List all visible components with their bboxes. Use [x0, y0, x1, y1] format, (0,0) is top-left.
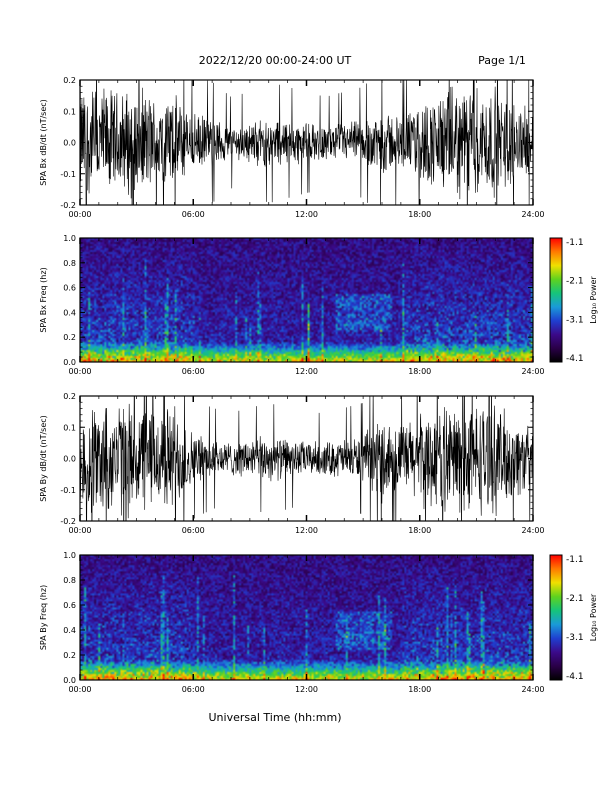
x-tick-label: 00:00 [68, 685, 91, 694]
colorbar-tick-label: -3.1 [566, 633, 584, 643]
y-axis-label: SPA By Freq (hz) [39, 585, 48, 650]
x-tick-label: 06:00 [182, 210, 205, 219]
y-axis-label: SPA By dB/dt (nT/sec) [39, 415, 48, 502]
colorbar-label: Log₁₀ Power [589, 276, 598, 324]
y-tick-label: 0.0 [63, 358, 76, 367]
spectrogram-image [80, 555, 533, 680]
x-tick-label: 12:00 [295, 685, 318, 694]
colorbar [549, 237, 563, 363]
colorbar-tick-label: -3.1 [566, 315, 584, 325]
colorbar-label: Log₁₀ Power [589, 593, 598, 641]
panel-3: -0.2 -0.1 0.0 0.1 0.2 00:00 06:00 12:00 18:00 24:… [39, 392, 545, 535]
colorbar-tick-label: -1.1 [566, 555, 584, 565]
y-tick-label: 0.2 [63, 392, 76, 401]
x-tick-label: 18:00 [408, 685, 431, 694]
x-tick-label: 06:00 [182, 685, 205, 694]
x-tick-label: 24:00 [521, 526, 544, 535]
y-tick-label: 0.1 [63, 107, 76, 116]
spectrogram-canvas [80, 238, 533, 362]
series-line [80, 80, 533, 205]
x-tick-label: 12:00 [295, 210, 318, 219]
y-tick-label: 0.6 [63, 601, 76, 610]
spectrogram-canvas [80, 555, 533, 680]
y-tick-label: -0.2 [60, 201, 76, 210]
colorbar-tick-label: -4.1 [566, 672, 584, 682]
y-tick-label: 0.2 [63, 651, 76, 660]
y-axis-label: SPA Bx Freq (hz) [39, 267, 48, 332]
x-tick-label: 06:00 [182, 526, 205, 535]
y-tick-label: 0.0 [63, 676, 76, 685]
panel-4: -1.1 -2.1 -3.1 -4.1 Log₁₀ Power 0.0 0.2 0.4 0.6 0… [39, 551, 598, 694]
x-tick-label: 12:00 [295, 367, 318, 376]
x-tick-label: 18:00 [408, 526, 431, 535]
page-number: Page 1/1 [478, 54, 526, 67]
colorbar-tick-label: -2.1 [566, 277, 584, 287]
colorbar-tick-label: -1.1 [566, 238, 584, 248]
x-axis-label: Universal Time (hh:mm) [209, 711, 342, 724]
panel-2: -1.1 -2.1 -3.1 -4.1 Log₁₀ Power 0.0 0.2 0.4 0.6 0… [39, 234, 598, 376]
y-tick-label: 0.2 [63, 76, 76, 85]
x-tick-label: 12:00 [295, 526, 318, 535]
y-tick-label: 0.4 [63, 626, 76, 635]
panel-1: -0.2 -0.1 0.0 0.1 0.2 00:00 06:00 12:00 18:00 24:… [39, 76, 545, 219]
x-tick-label: 24:00 [521, 685, 544, 694]
y-tick-label: 1.0 [63, 551, 76, 560]
spectrogram-image [80, 238, 533, 362]
x-tick-label: 24:00 [521, 210, 544, 219]
y-tick-label: 0.2 [63, 333, 76, 342]
y-tick-label: -0.2 [60, 517, 76, 526]
x-tick-label: 18:00 [408, 210, 431, 219]
colorbar-tick-label: -4.1 [566, 354, 584, 364]
x-tick-label: 06:00 [182, 367, 205, 376]
y-tick-label: 0.8 [63, 576, 76, 585]
panels: -0.2 -0.1 0.0 0.1 0.2 00:00 06:00 12:00 18:00 24:… [39, 76, 598, 694]
y-tick-label: -0.1 [60, 486, 76, 495]
x-tick-label: 00:00 [68, 367, 91, 376]
x-tick-label: 00:00 [68, 526, 91, 535]
y-tick-label: -0.1 [60, 170, 76, 179]
y-tick-label: 0.6 [63, 284, 76, 293]
page-title: 2022/12/20 00:00-24:00 UT [199, 54, 352, 67]
y-axis-label: SPA Bx dB/dt (nT/sec) [39, 99, 48, 186]
y-tick-label: 0.0 [63, 139, 76, 148]
x-tick-label: 24:00 [521, 367, 544, 376]
x-tick-label: 18:00 [408, 367, 431, 376]
colorbar [549, 554, 563, 681]
x-tick-label: 00:00 [68, 210, 91, 219]
series-line [80, 396, 533, 521]
y-tick-label: 0.8 [63, 259, 76, 268]
y-tick-label: 1.0 [63, 234, 76, 243]
colorbar-tick-label: -2.1 [566, 594, 584, 604]
y-tick-label: 0.1 [63, 423, 76, 432]
y-tick-label: 0.4 [63, 308, 76, 317]
y-tick-label: 0.0 [63, 455, 76, 464]
